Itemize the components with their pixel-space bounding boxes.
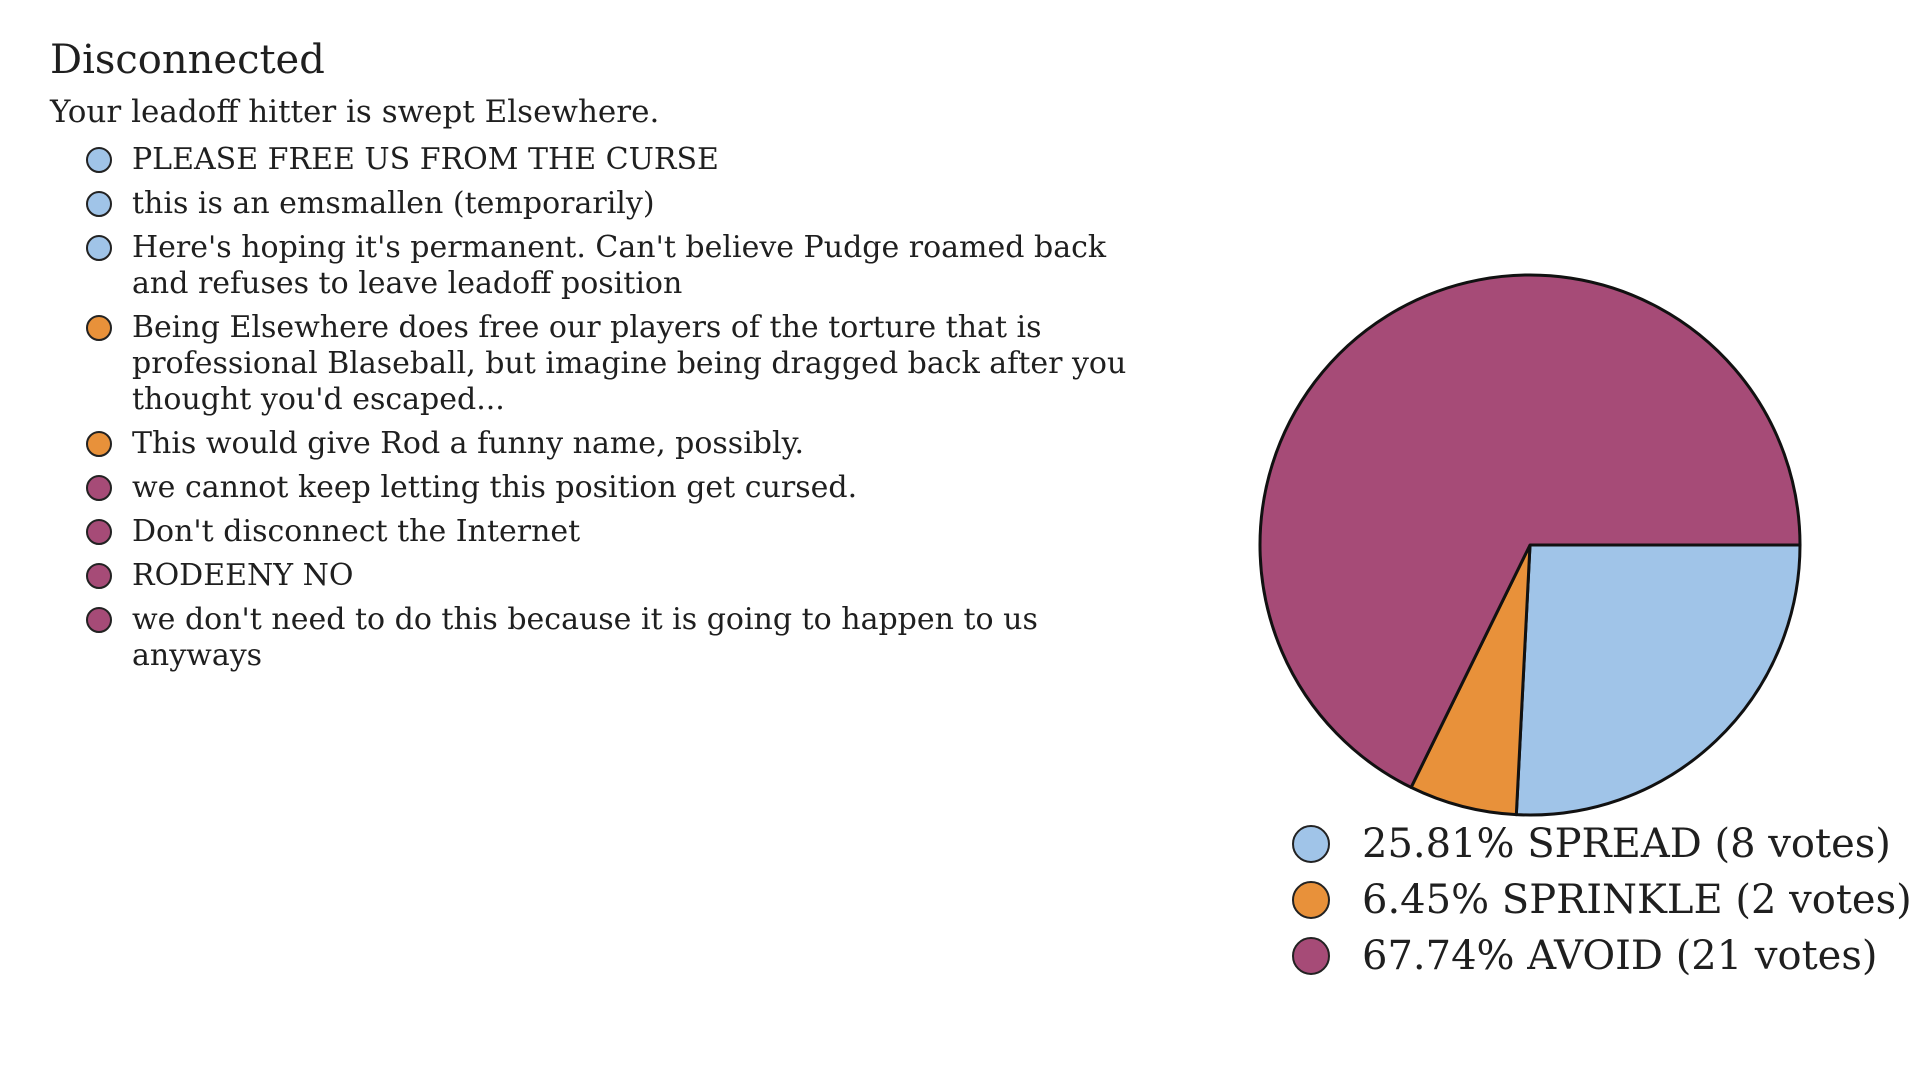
vote-color-dot <box>86 519 112 545</box>
comment-text: This would give Rod a funny name, possib… <box>132 426 805 461</box>
poll-subtitle: Your leadoff hitter is swept Elsewhere. <box>50 94 660 130</box>
comment-text: PLEASE FREE US FROM THE CURSE <box>132 142 719 177</box>
vote-color-dot <box>86 563 112 589</box>
pie-slice-spread <box>1514 543 1802 817</box>
pie-slice-avoid <box>1258 273 1802 789</box>
comment-text: we don't need to do this because it is g… <box>132 602 1038 673</box>
poll-title: Disconnected <box>50 37 325 83</box>
chart-legend: 25.81% SPREAD (8 votes) 6.45% SPRINKLE (2… <box>1292 818 1912 986</box>
legend-color-dot <box>1292 937 1330 975</box>
legend-label: 6.45% SPRINKLE (2 votes) <box>1362 877 1912 923</box>
vote-color-dot <box>86 191 112 217</box>
vote-color-dot <box>86 235 112 261</box>
comment-item: Being Elsewhere does free our players of… <box>86 310 1170 418</box>
legend-item-sprinkle: 6.45% SPRINKLE (2 votes) <box>1292 874 1912 926</box>
comment-list: PLEASE FREE US FROM THE CURSE this is an … <box>50 142 1170 674</box>
comment-item: PLEASE FREE US FROM THE CURSE <box>86 142 1170 178</box>
legend-label: 67.74% AVOID (21 votes) <box>1362 933 1878 979</box>
comment-text: this is an emsmallen (temporarily) <box>132 186 655 221</box>
comment-text: RODEENY NO <box>132 558 354 593</box>
vote-color-dot <box>86 475 112 501</box>
vote-color-dot <box>86 315 112 341</box>
vote-color-dot <box>86 607 112 633</box>
legend-item-avoid: 67.74% AVOID (21 votes) <box>1292 930 1912 982</box>
comment-item: this is an emsmallen (temporarily) <box>86 186 1170 222</box>
vote-color-dot <box>86 147 112 173</box>
comment-text: Here's hoping it's permanent. Can't beli… <box>132 230 1107 301</box>
comment-item: we cannot keep letting this position get… <box>86 470 1170 506</box>
comment-item: This would give Rod a funny name, possib… <box>86 426 1170 462</box>
pie-chart-container <box>1250 265 1810 825</box>
comment-item: RODEENY NO <box>86 558 1170 594</box>
legend-item-spread: 25.81% SPREAD (8 votes) <box>1292 818 1912 870</box>
legend-color-dot <box>1292 825 1330 863</box>
legend-color-dot <box>1292 881 1330 919</box>
comment-item: Here's hoping it's permanent. Can't beli… <box>86 230 1170 302</box>
vote-color-dot <box>86 431 112 457</box>
comment-text: Don't disconnect the Internet <box>132 514 581 549</box>
comment-item: Don't disconnect the Internet <box>86 514 1170 550</box>
comment-item: we don't need to do this because it is g… <box>86 602 1170 674</box>
comment-text: Being Elsewhere does free our players of… <box>132 310 1127 417</box>
legend-label: 25.81% SPREAD (8 votes) <box>1362 821 1891 867</box>
comment-text: we cannot keep letting this position get… <box>132 470 858 505</box>
poll-panel: Disconnected Your leadoff hitter is swep… <box>50 34 1170 682</box>
pie-chart <box>1258 273 1802 817</box>
